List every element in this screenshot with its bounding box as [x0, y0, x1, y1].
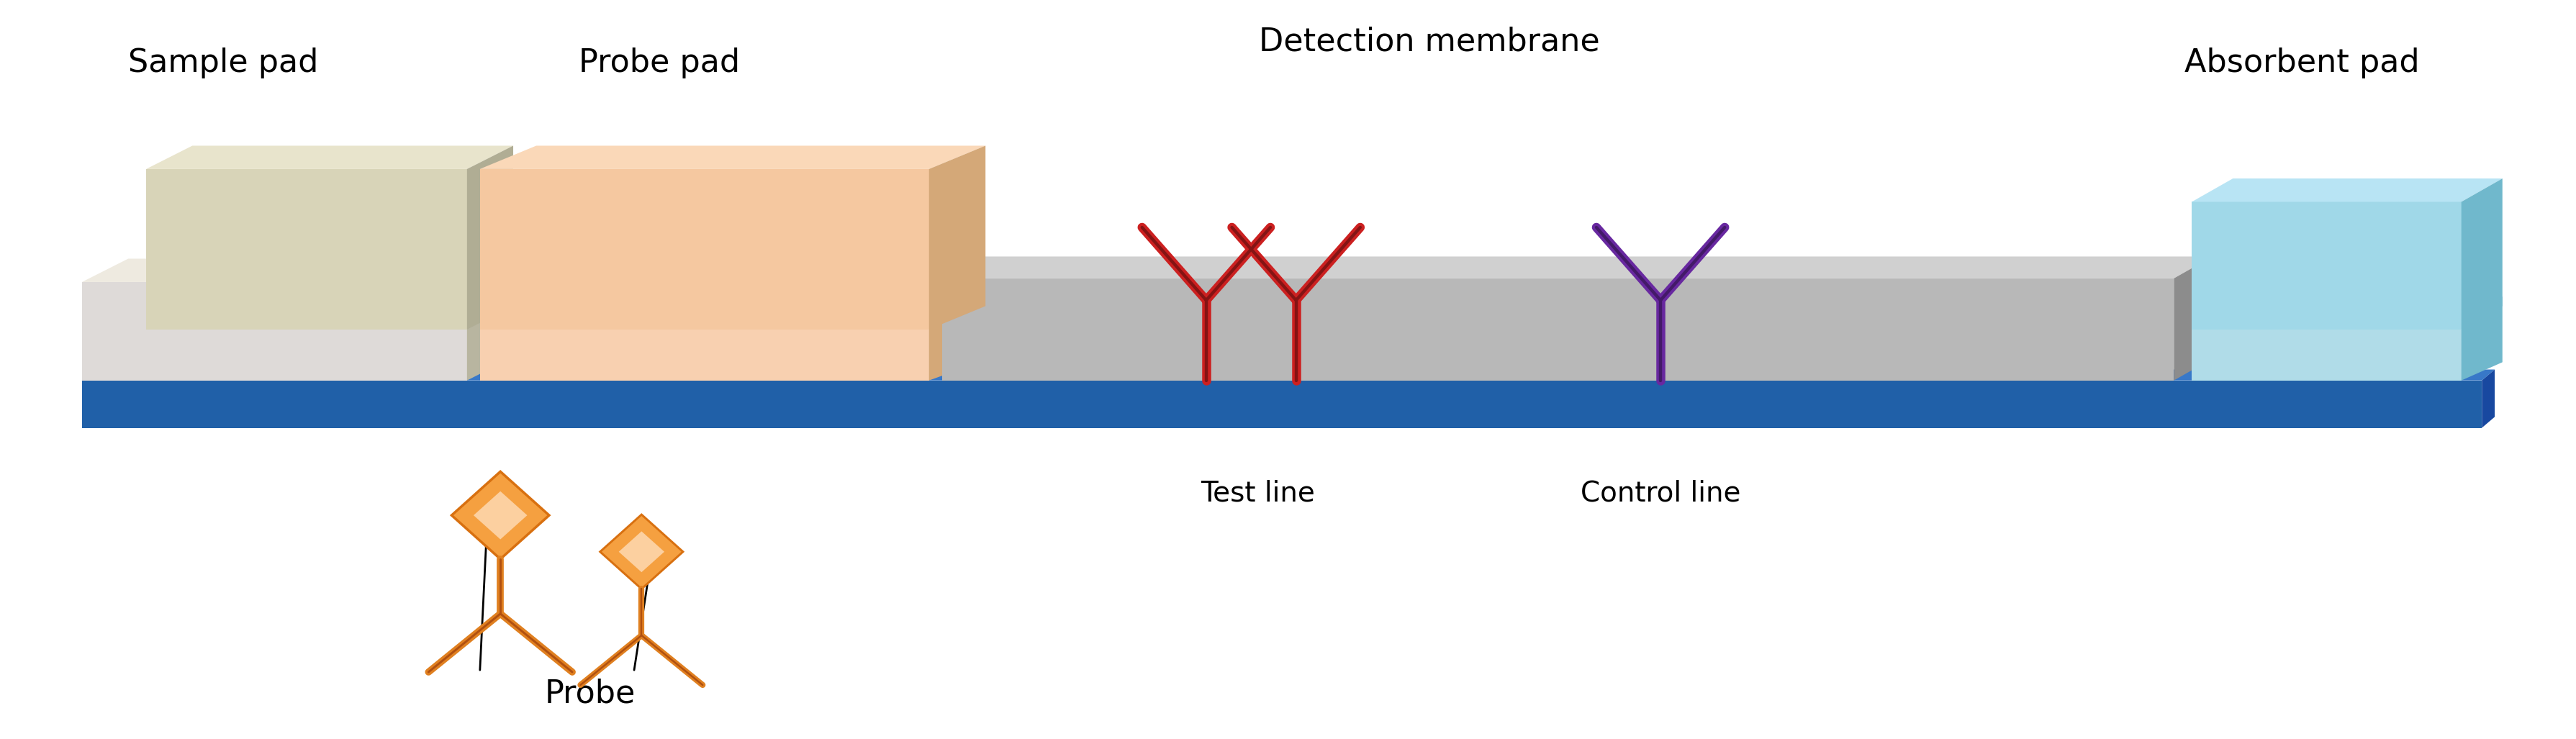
Polygon shape	[2192, 315, 2460, 381]
Text: Probe pad: Probe pad	[580, 48, 739, 79]
Text: Test line: Test line	[1200, 480, 1314, 507]
Polygon shape	[479, 287, 984, 307]
Text: Probe: Probe	[544, 678, 636, 709]
Polygon shape	[82, 259, 513, 282]
Polygon shape	[2481, 370, 2494, 428]
Polygon shape	[2174, 256, 2213, 381]
Text: Control line: Control line	[1579, 480, 1741, 507]
Polygon shape	[930, 146, 984, 330]
Polygon shape	[930, 287, 984, 381]
Polygon shape	[2192, 179, 2501, 202]
Polygon shape	[466, 146, 513, 330]
Polygon shape	[82, 282, 466, 381]
Text: Detection membrane: Detection membrane	[1260, 26, 1600, 57]
Polygon shape	[943, 256, 2213, 279]
Polygon shape	[147, 146, 513, 169]
Polygon shape	[2460, 296, 2501, 381]
Polygon shape	[2460, 179, 2501, 330]
Polygon shape	[451, 471, 549, 559]
Polygon shape	[943, 279, 2174, 381]
Polygon shape	[479, 146, 984, 169]
Polygon shape	[2192, 202, 2460, 330]
Polygon shape	[2192, 296, 2501, 315]
Text: Sample pad: Sample pad	[129, 48, 319, 79]
Polygon shape	[479, 169, 930, 330]
Polygon shape	[479, 307, 930, 381]
Polygon shape	[474, 491, 528, 539]
Polygon shape	[600, 514, 683, 589]
Polygon shape	[82, 381, 2481, 428]
Polygon shape	[466, 259, 513, 381]
Polygon shape	[618, 531, 665, 572]
Polygon shape	[147, 169, 466, 330]
Polygon shape	[82, 370, 2494, 381]
Text: Absorbent pad: Absorbent pad	[2184, 48, 2419, 79]
